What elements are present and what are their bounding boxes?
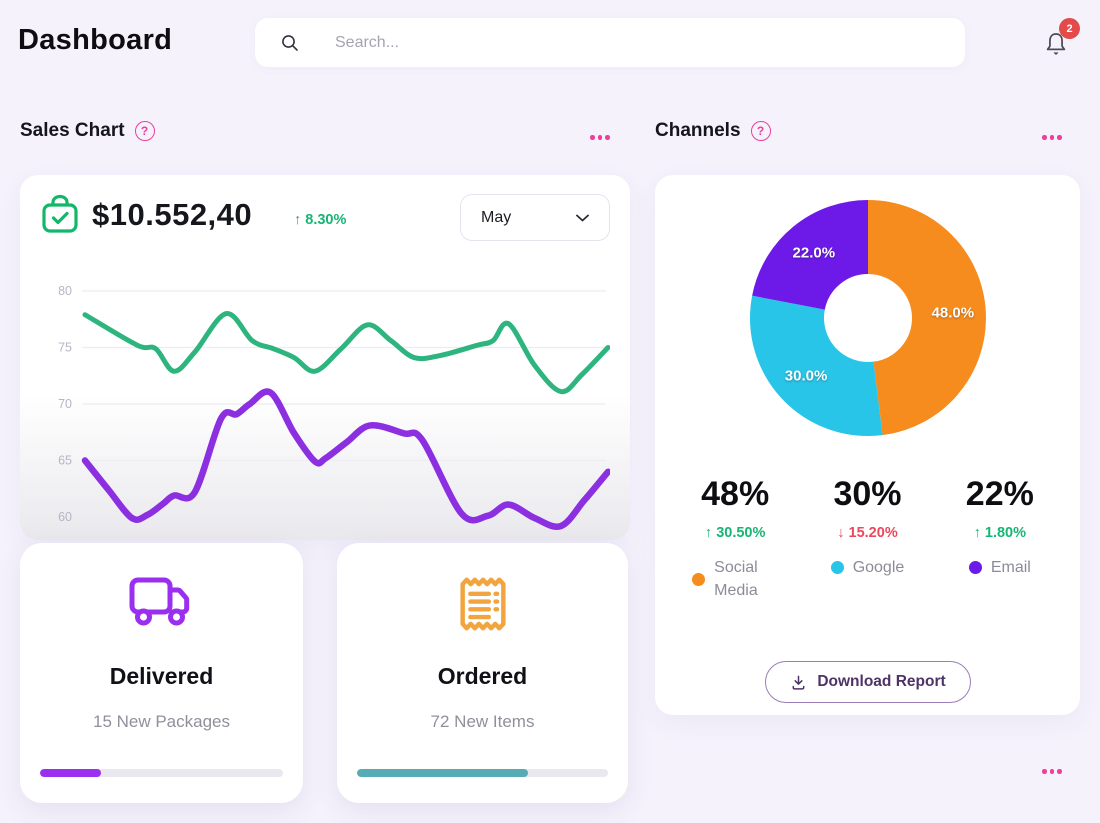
delivered-title: Delivered (109, 663, 214, 689)
stat-google: 30% ↓ 15.20% Google (801, 475, 933, 602)
sales-chart-card: $10.552,40 ↑ 8.30% May 80 75 70 65 60 (20, 175, 630, 540)
legend-dot (692, 572, 706, 586)
search-bar[interactable] (255, 18, 965, 67)
channels-section-header: Channels ? (655, 120, 771, 142)
truck-icon (129, 577, 189, 626)
download-report-button[interactable]: Download Report (765, 661, 971, 703)
svg-text:60: 60 (58, 510, 72, 524)
delivered-progress-track (40, 769, 283, 777)
svg-text:75: 75 (58, 341, 72, 355)
stat-delta: ↑ 30.50% (704, 525, 766, 541)
legend-dot (968, 561, 982, 575)
channels-section-title: Channels (655, 120, 741, 141)
ordered-subtitle: 72 New Items (430, 712, 535, 731)
help-icon[interactable]: ? (134, 121, 155, 141)
bottom-menu-dots[interactable] (1038, 765, 1066, 778)
legend-item: Email (934, 556, 1066, 579)
month-dropdown-value: May (481, 208, 512, 226)
month-dropdown[interactable]: May (460, 194, 610, 241)
sales-amount: $10.552,40 (92, 197, 253, 232)
ordered-progress-fill (357, 769, 528, 777)
sales-menu-dots[interactable] (586, 131, 614, 144)
donut-slice-label: 30.0% (784, 367, 828, 385)
stat-value: 48% (701, 475, 770, 513)
search-input[interactable] (333, 32, 897, 53)
svg-text:80: 80 (58, 284, 72, 298)
sales-section-title: Sales Chart (20, 120, 125, 141)
notifications-button[interactable]: 2 (1034, 18, 1080, 66)
sales-delta: ↑ 8.30% (294, 212, 347, 228)
shopping-bag-check-icon (42, 194, 78, 233)
donut-slice-label: 22.0% (792, 244, 836, 261)
channels-card: 48.0% 30.0% 22.0% 48% ↑ 30.50% Social Medi… (655, 175, 1080, 715)
chevron-down-icon (576, 214, 589, 221)
ordered-title: Ordered (437, 663, 528, 689)
stat-value: 22% (965, 475, 1034, 513)
legend-item: Google (801, 556, 933, 579)
receipt-icon (459, 577, 506, 631)
sales-section-header: Sales Chart ? (20, 120, 155, 142)
download-report-label: Download Report (817, 673, 946, 690)
donut-slice-email (750, 200, 986, 436)
ordered-card: Ordered 72 New Items (337, 543, 628, 803)
page-title: Dashboard (18, 24, 173, 56)
ordered-progress-track (357, 769, 608, 777)
svg-text:65: 65 (58, 454, 72, 468)
stat-social-media: 48% ↑ 30.50% Social Media (669, 475, 801, 602)
donut-slice-google (750, 200, 986, 436)
donut-slice-label: 48.0% (931, 304, 975, 322)
legend-label: Social Media (714, 559, 758, 600)
line-series-sales-lower (81, 388, 610, 530)
legend-label: Google (852, 559, 905, 576)
help-icon[interactable]: ? (750, 121, 771, 141)
sales-line-chart: 80 75 70 65 60 (58, 284, 610, 530)
download-icon (792, 675, 805, 690)
legend-item: Social Media (669, 556, 801, 602)
stat-delta: ↓ 15.20% (837, 525, 898, 541)
search-icon (282, 34, 298, 51)
bell-icon (1046, 33, 1066, 55)
legend-label: Email (990, 559, 1031, 576)
delivered-progress-fill (40, 769, 101, 777)
channels-menu-dots[interactable] (1038, 131, 1066, 144)
delivered-card: Delivered 15 New Packages (20, 543, 303, 803)
channels-stats: 48% ↑ 30.50% Social Media 30% ↓ 15.20% G… (669, 475, 1066, 602)
stat-value: 30% (833, 475, 902, 513)
line-series-sales-upper (82, 311, 610, 395)
stat-email: 22% ↑ 1.80% Email (934, 475, 1066, 602)
channels-donut-chart: 48.0% 30.0% 22.0% (750, 200, 986, 436)
legend-dot (830, 561, 844, 575)
notification-badge: 2 (1059, 18, 1080, 39)
stat-delta: ↑ 1.80% (973, 525, 1027, 541)
svg-text:70: 70 (58, 397, 72, 411)
delivered-subtitle: 15 New Packages (92, 712, 231, 731)
